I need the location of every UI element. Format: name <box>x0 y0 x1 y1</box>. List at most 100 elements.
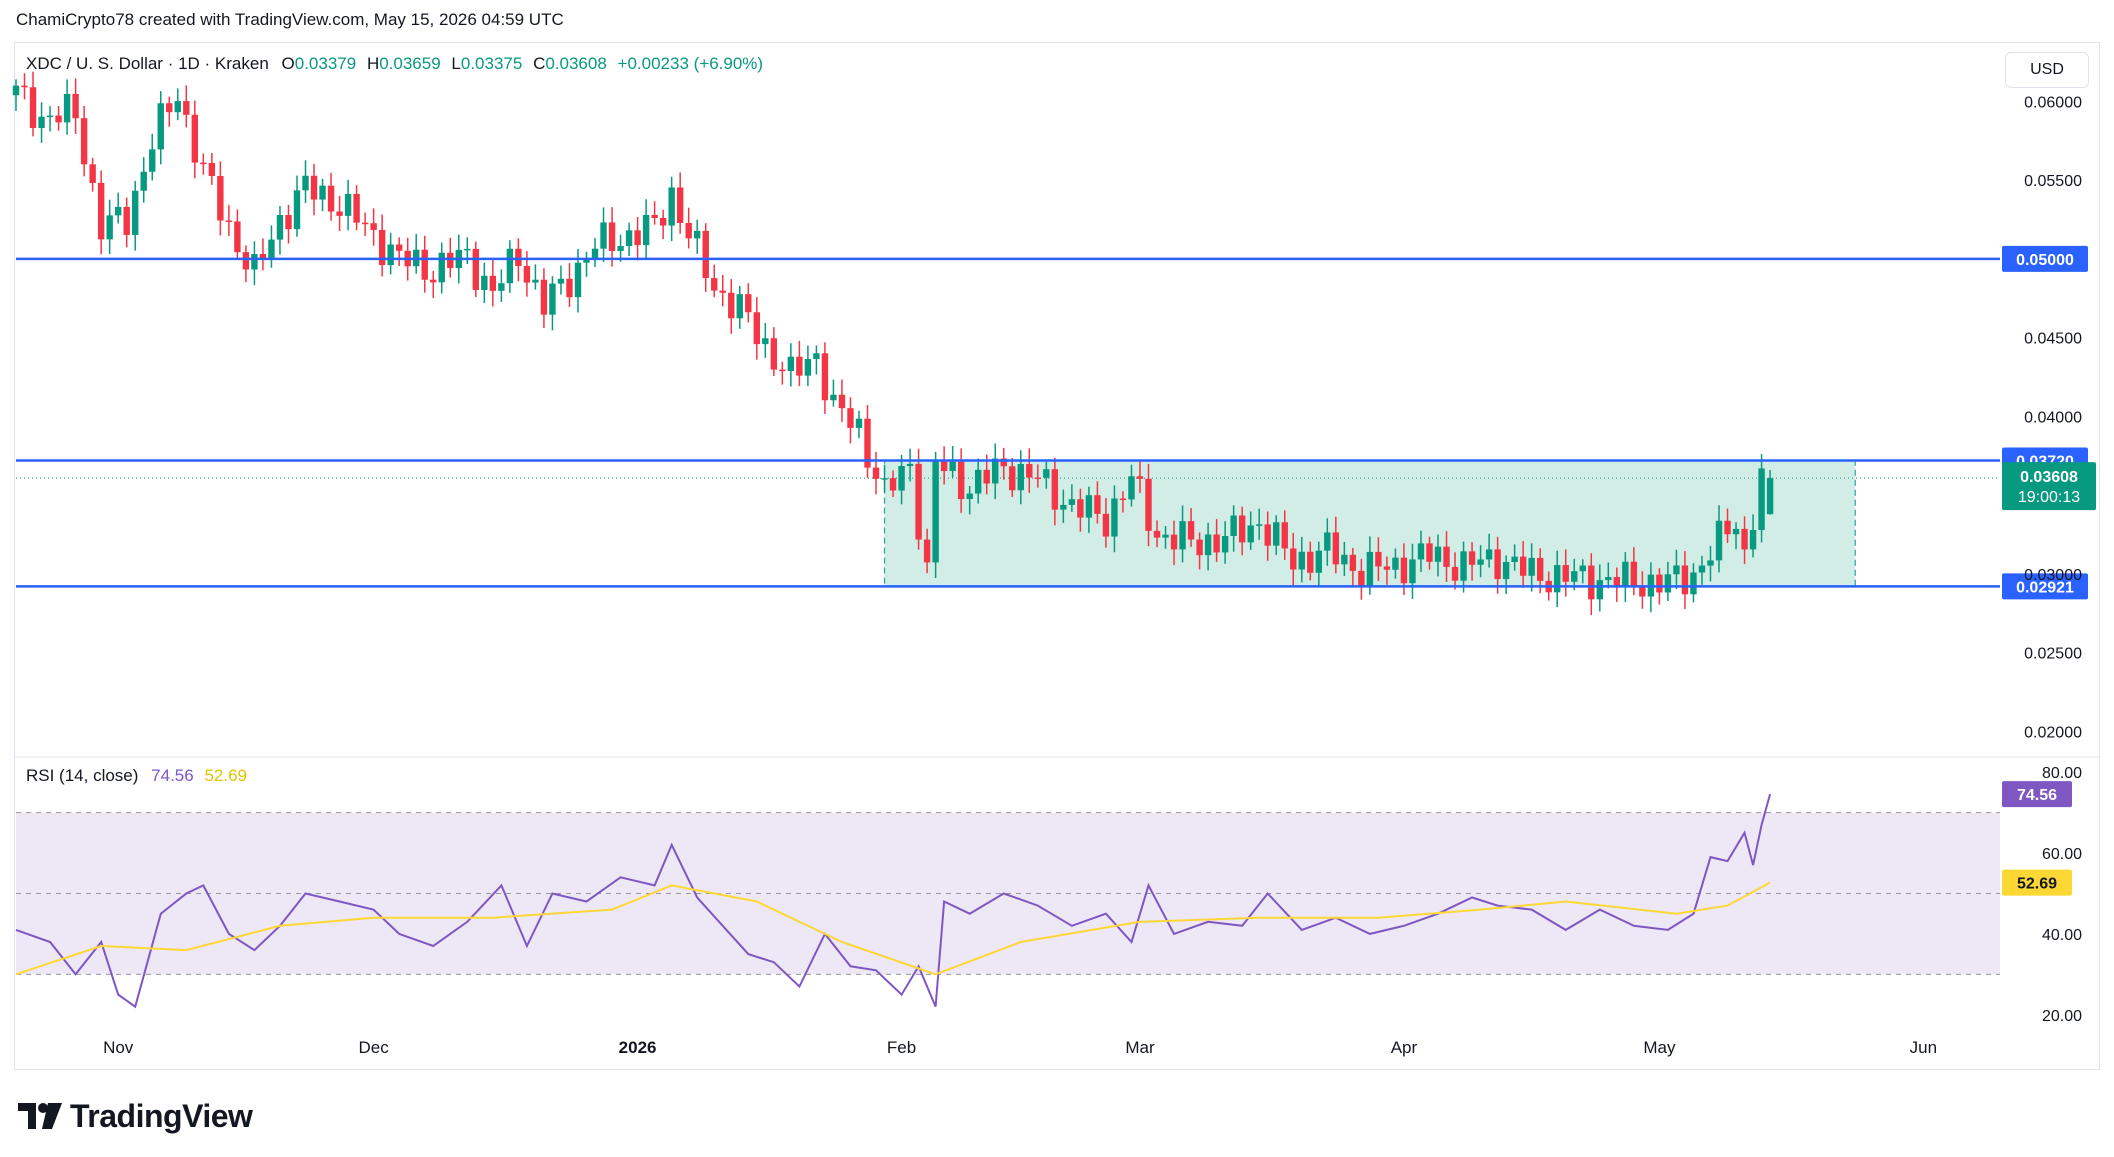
candle <box>12 79 20 111</box>
candle <box>1383 556 1391 585</box>
symbol-title[interactable]: XDC / U. S. Dollar · 1D · Kraken <box>26 54 269 73</box>
candle <box>97 170 105 255</box>
candle <box>685 207 692 249</box>
candle-body <box>89 164 96 183</box>
candle <box>923 528 931 574</box>
rsi-ma-line <box>15 881 1771 976</box>
candle-body <box>617 246 624 251</box>
candle <box>787 343 795 387</box>
candle <box>694 219 701 254</box>
candle <box>63 79 71 135</box>
candle <box>46 106 54 132</box>
candle <box>1247 511 1254 550</box>
candle <box>1468 542 1476 581</box>
candle-body <box>813 353 820 359</box>
candle-body <box>1443 546 1450 567</box>
candle <box>1230 505 1237 552</box>
candle-body <box>1622 561 1629 588</box>
candle-body <box>898 466 905 491</box>
candle-body <box>974 469 982 494</box>
level-label-bg <box>2002 245 2088 272</box>
candle <box>1460 541 1467 593</box>
candle-body <box>242 252 250 270</box>
candle <box>1426 536 1433 570</box>
candle-body <box>378 229 386 266</box>
candle-body <box>1656 574 1663 593</box>
candle <box>259 238 267 271</box>
candle <box>387 232 394 275</box>
candle-body <box>1324 532 1331 551</box>
candle-body <box>702 230 709 279</box>
candle-body <box>1749 529 1757 550</box>
candle-body <box>1119 498 1127 500</box>
candle <box>1358 558 1365 600</box>
candle-body <box>1068 499 1076 505</box>
candle <box>600 207 607 263</box>
candle <box>21 73 28 100</box>
candle-body <box>421 249 428 280</box>
candle-body <box>694 230 701 239</box>
candle-body <box>591 248 599 261</box>
candle <box>1094 481 1101 524</box>
candle-body <box>123 206 130 235</box>
candle <box>1664 561 1672 602</box>
candle <box>779 361 786 385</box>
candle <box>1528 543 1535 592</box>
candle <box>498 269 505 302</box>
candle-body <box>149 149 156 172</box>
candle-body <box>1187 521 1195 540</box>
candle <box>174 88 181 121</box>
candle-body <box>1554 565 1561 593</box>
candle-body <box>821 353 829 401</box>
candle-body <box>1000 458 1007 467</box>
candle-body <box>889 478 897 491</box>
tradingview-logo[interactable]: TradingView <box>18 1096 253 1136</box>
candle-body <box>472 248 480 290</box>
candle-body <box>1247 525 1254 543</box>
tradingview-logo-icon <box>18 1103 62 1129</box>
candle <box>762 323 769 358</box>
candle-body <box>1077 499 1084 518</box>
candle <box>1000 447 1007 480</box>
rsi-title[interactable]: RSI (14, close) <box>26 766 139 785</box>
candle-body <box>1571 571 1578 582</box>
candle <box>1477 545 1484 578</box>
candle-body <box>1153 530 1161 538</box>
candle <box>1324 518 1331 566</box>
candle <box>149 133 156 181</box>
candle <box>191 100 199 179</box>
currency-button[interactable]: USD <box>2005 52 2089 88</box>
candle <box>438 242 445 294</box>
candle <box>1068 484 1076 512</box>
candle <box>481 262 488 304</box>
price-axis-tick: 0.06000 <box>2024 94 2082 111</box>
candle <box>1179 505 1186 563</box>
candle-body <box>1519 556 1527 576</box>
close-value: 0.03608 <box>545 54 607 73</box>
candle-body <box>234 221 241 253</box>
candle-body <box>1605 576 1612 581</box>
candle <box>1741 516 1748 565</box>
level-label: 0.02921 <box>2016 579 2074 596</box>
high-label: H <box>366 54 380 73</box>
candle-body <box>1298 551 1305 570</box>
rsi-legend-value: 74.56 <box>151 766 194 785</box>
candle-body <box>1630 561 1638 587</box>
candle-body <box>132 190 139 235</box>
countdown-label: 19:00:13 <box>2018 489 2080 506</box>
candle-body <box>430 279 437 283</box>
candle <box>1119 491 1127 513</box>
candle <box>813 345 820 375</box>
candle-body <box>1426 543 1433 562</box>
candle <box>1502 555 1510 595</box>
candle-body <box>1315 550 1322 573</box>
candle-body <box>736 294 743 319</box>
price-axis-tick: 0.04000 <box>2024 409 2082 426</box>
candle-body <box>72 93 79 119</box>
candle <box>872 451 880 495</box>
candle-body <box>1409 559 1416 584</box>
candle <box>608 207 616 267</box>
rsi-ma-legend-value: 52.69 <box>204 766 247 785</box>
candle-body <box>1383 566 1391 570</box>
